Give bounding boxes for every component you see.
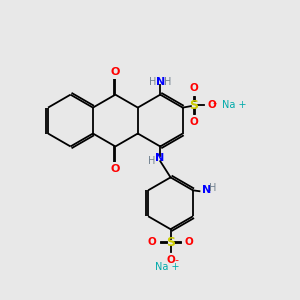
Text: N: N	[155, 153, 165, 163]
Text: N: N	[202, 185, 212, 195]
Text: O: O	[190, 117, 198, 127]
Text: O: O	[111, 164, 120, 174]
Text: O: O	[190, 83, 198, 93]
Text: Na +: Na +	[222, 100, 246, 110]
Text: O: O	[148, 238, 156, 248]
Text: H: H	[164, 77, 172, 87]
Text: S: S	[166, 236, 175, 249]
Text: H: H	[149, 77, 156, 87]
Text: S: S	[189, 99, 198, 112]
Text: N: N	[156, 77, 165, 87]
Text: -: -	[175, 255, 179, 266]
Text: O: O	[166, 255, 175, 266]
Text: O: O	[111, 67, 120, 77]
Text: Na +: Na +	[155, 262, 180, 272]
Text: O: O	[185, 238, 194, 248]
Text: H: H	[209, 183, 216, 193]
Text: -: -	[212, 98, 216, 108]
Text: O: O	[207, 100, 216, 110]
Text: H: H	[148, 156, 155, 166]
